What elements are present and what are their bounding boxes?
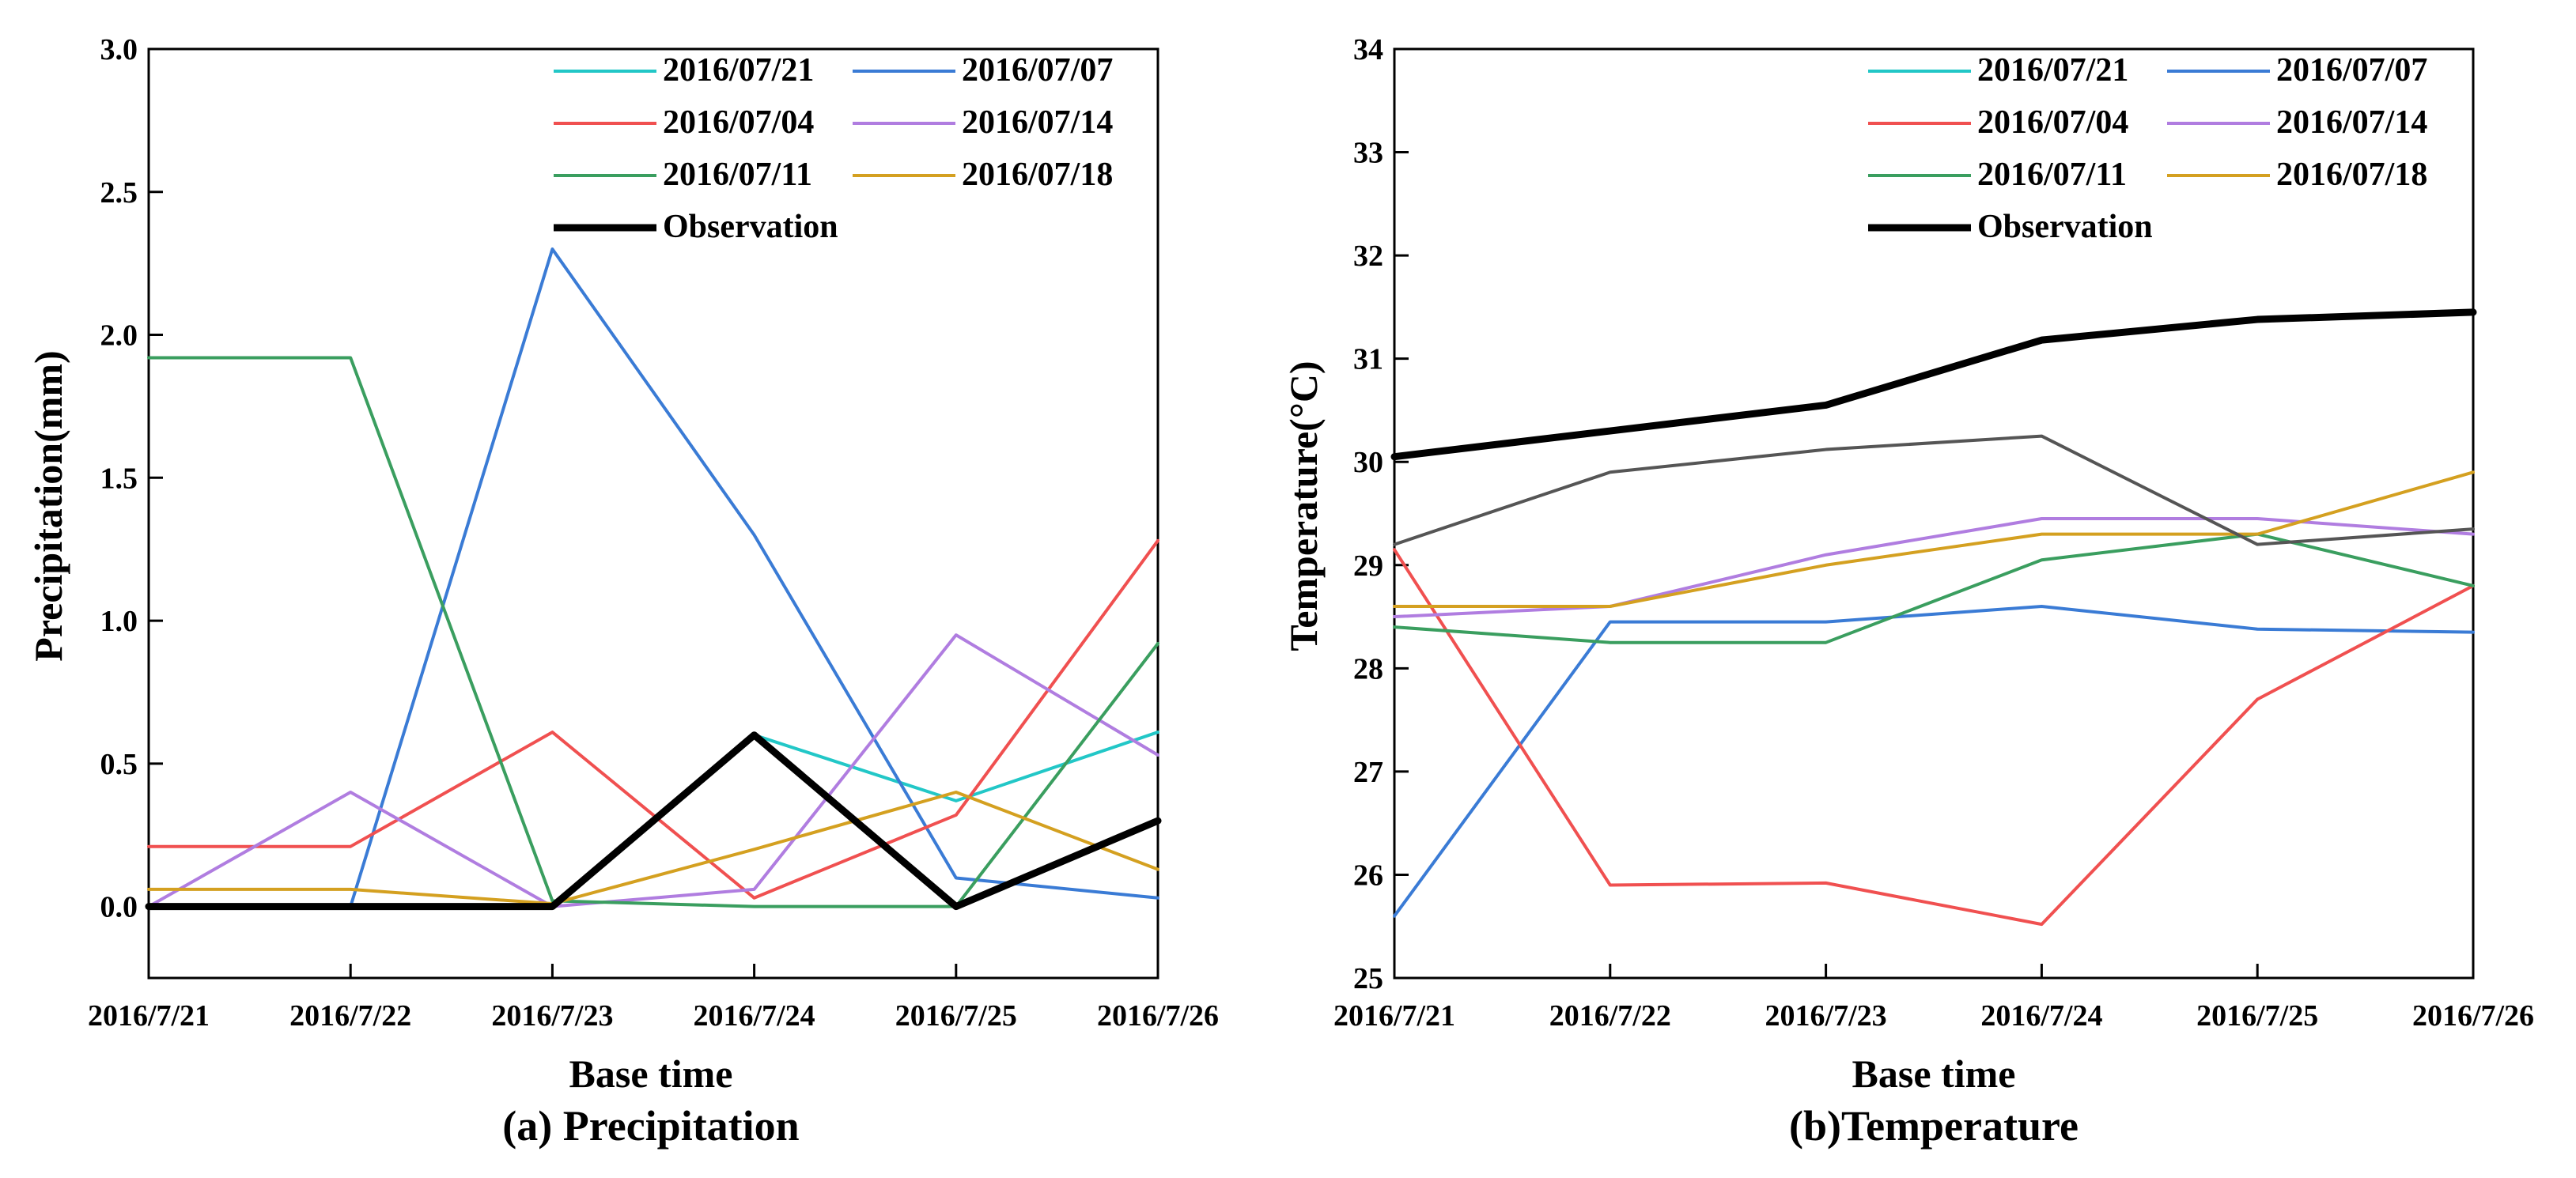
temp-x-tick-label: 2016/7/24 xyxy=(1980,999,2102,1033)
temp-caption: (b)Temperature xyxy=(1789,1102,2079,1150)
temp-series-line-2016-07-04 xyxy=(1393,548,2475,927)
temp-legend-label-2016-07-04: 2016/07/04 xyxy=(1977,104,2128,141)
temperature-panel: Base time (b)Temperature Temperature(°C)… xyxy=(1281,33,2534,1150)
temp-legend-label-2016-07-14: 2016/07/14 xyxy=(2276,104,2427,141)
precip-legend-label-2016-07-21: 2016/07/21 xyxy=(663,52,814,89)
temp-y-tick-label: 26 xyxy=(1353,859,1383,892)
temp-legend-label-2016-07-18: 2016/07/18 xyxy=(2276,157,2427,193)
precip-y-tick-label: 0.0 xyxy=(100,891,138,924)
temp-legend-label-2016-07-07: 2016/07/07 xyxy=(2276,52,2427,89)
temp-series-line-2016-07-07 xyxy=(1393,605,2475,918)
temp-x-tick-label: 2016/7/21 xyxy=(1333,999,1455,1033)
precip-x-tick-label: 2016/7/24 xyxy=(694,999,815,1033)
temp-y-tick-label: 29 xyxy=(1353,549,1383,583)
temp-x-tick-label: 2016/7/22 xyxy=(1549,999,1671,1033)
precip-y-tick-label: 0.5 xyxy=(100,748,138,781)
precip-x-tick-label: 2016/7/21 xyxy=(88,999,210,1033)
precip-legend-label-2016-07-04: 2016/07/04 xyxy=(663,104,814,141)
precip-caption: (a) Precipitation xyxy=(502,1102,799,1150)
temp-x-tick-label: 2016/7/25 xyxy=(2196,999,2318,1033)
precip-series-line-2016-07-07 xyxy=(147,247,1159,908)
precipitation-panel: Base time (a) Precipitation Precipitatio… xyxy=(26,33,1219,1150)
temp-plot-frame xyxy=(1393,47,2475,980)
temp-y-tick-label: 30 xyxy=(1353,446,1383,479)
precip-series-line-2016-07-21 xyxy=(752,731,1159,802)
temp-y-tick-label: 33 xyxy=(1353,137,1383,170)
precip-x-axis-label: Base time xyxy=(569,1052,733,1096)
temp-series-line-unlabeled xyxy=(1393,434,2475,546)
precip-legend-label-2016-07-18: 2016/07/18 xyxy=(962,157,1113,193)
precip-x-tick-label: 2016/7/26 xyxy=(1097,999,1219,1033)
precip-y-tick-label: 3.0 xyxy=(100,33,138,66)
precip-legend-label-2016-07-14: 2016/07/14 xyxy=(962,104,1113,141)
precip-series-line-2016-07-11 xyxy=(147,356,1159,908)
precip-x-tick-label: 2016/7/25 xyxy=(895,999,1017,1033)
precip-y-tick-label: 1.0 xyxy=(100,605,138,638)
temp-y-tick-label: 34 xyxy=(1353,33,1383,66)
temp-y-tick-label: 27 xyxy=(1353,756,1383,789)
temp-y-axis-label: Temperature(°C) xyxy=(1281,361,1326,651)
temp-y-tick-label: 28 xyxy=(1353,652,1383,685)
precip-series-line-2016-07-04 xyxy=(147,538,1159,900)
temp-x-tick-label: 2016/7/23 xyxy=(1765,999,1887,1033)
temp-y-tick-label: 31 xyxy=(1353,343,1383,376)
precip-series-line-2016-07-18 xyxy=(147,791,1159,905)
precip-x-tick-label: 2016/7/23 xyxy=(491,999,613,1033)
temp-series-line-2016-07-18 xyxy=(1393,470,2475,608)
precip-x-tick-label: 2016/7/22 xyxy=(289,999,411,1033)
temp-legend-label-observation: Observation xyxy=(1977,209,2153,245)
temp-legend-label-2016-07-21: 2016/07/21 xyxy=(1977,52,2128,89)
temp-series-line-observation xyxy=(1390,308,2477,461)
temp-x-axis-label: Base time xyxy=(1852,1052,2016,1096)
precip-legend-label-observation: Observation xyxy=(663,209,838,245)
temp-y-tick-label: 32 xyxy=(1353,240,1383,273)
temp-y-tick-label: 25 xyxy=(1353,962,1383,995)
temp-x-tick-label: 2016/7/26 xyxy=(2412,999,2534,1033)
precip-y-tick-label: 2.0 xyxy=(100,319,138,353)
precip-y-tick-label: 1.5 xyxy=(100,462,138,495)
precip-legend-label-2016-07-07: 2016/07/07 xyxy=(962,52,1113,89)
temp-series-line-2016-07-14 xyxy=(1393,517,2475,619)
temp-legend-label-2016-07-11: 2016/07/11 xyxy=(1977,157,2127,193)
precip-plot-frame xyxy=(147,47,1159,980)
precip-legend-label-2016-07-11: 2016/07/11 xyxy=(663,157,812,193)
precip-series-line-observation xyxy=(145,731,1162,911)
precip-series-line-2016-07-14 xyxy=(147,633,1159,908)
precip-y-axis-label: Precipitation(mm) xyxy=(26,350,70,661)
precip-y-tick-label: 2.5 xyxy=(100,176,138,210)
